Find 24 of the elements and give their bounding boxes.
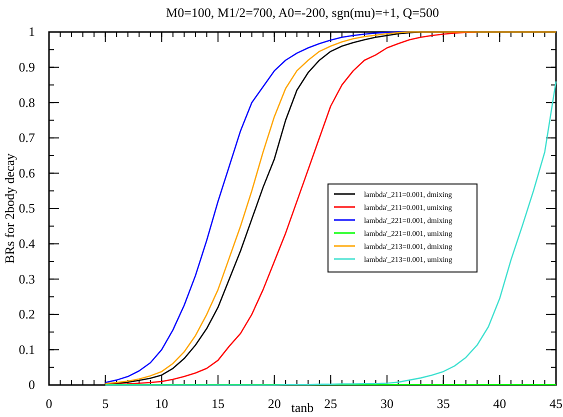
chart-title: M0=100, M1/2=700, A0=-200, sgn(mu)=+1, Q=500 [166,5,439,20]
y-tick-label: 0.8 [18,94,35,110]
y-tick-label: 1 [28,24,35,40]
x-tick-label: 40 [493,396,506,412]
y-tick-label: 0.3 [18,271,35,286]
x-tick-label: 10 [155,396,168,412]
y-tick-label: 0.7 [18,130,36,146]
x-tick-label: 30 [380,396,394,412]
y-tick-label: 0.2 [18,306,35,322]
y-tick-label: 0.6 [18,165,36,180]
y-tick-label: 0.5 [18,200,35,216]
x-tick-label: 15 [212,396,224,412]
x-axis-title: tanb [291,400,314,415]
x-tick-label: 45 [550,396,562,412]
y-tick-label: 0 [28,377,35,392]
x-tick-label: 0 [46,396,52,412]
x-tick-label: 25 [324,396,338,412]
x-tick-label: 20 [268,396,281,412]
y-tick-label: 0.1 [18,342,35,357]
y-tick-label: 0.4 [18,236,36,251]
y-tick-label: 0.9 [18,59,35,74]
x-tick-label: 5 [102,396,109,412]
y-axis-title: BRs for 2body decay [2,152,17,264]
x-tick-label: 35 [436,396,450,412]
